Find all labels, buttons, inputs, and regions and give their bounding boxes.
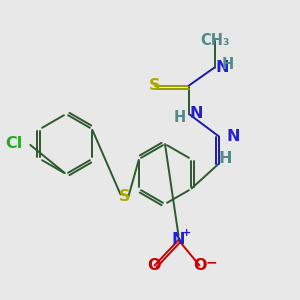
Text: S: S (149, 78, 160, 93)
Text: H: H (219, 151, 232, 166)
Text: N: N (172, 232, 185, 247)
Text: N: N (215, 60, 229, 75)
Text: +: + (182, 228, 191, 239)
Text: Cl: Cl (5, 136, 22, 152)
Text: N: N (226, 129, 240, 144)
Text: N: N (190, 106, 203, 122)
Text: −: − (205, 256, 217, 269)
Text: CH₃: CH₃ (200, 33, 229, 48)
Text: H: H (222, 57, 234, 72)
Text: H: H (173, 110, 185, 124)
Text: O: O (193, 258, 206, 273)
Text: O: O (148, 258, 161, 273)
Text: S: S (119, 189, 130, 204)
